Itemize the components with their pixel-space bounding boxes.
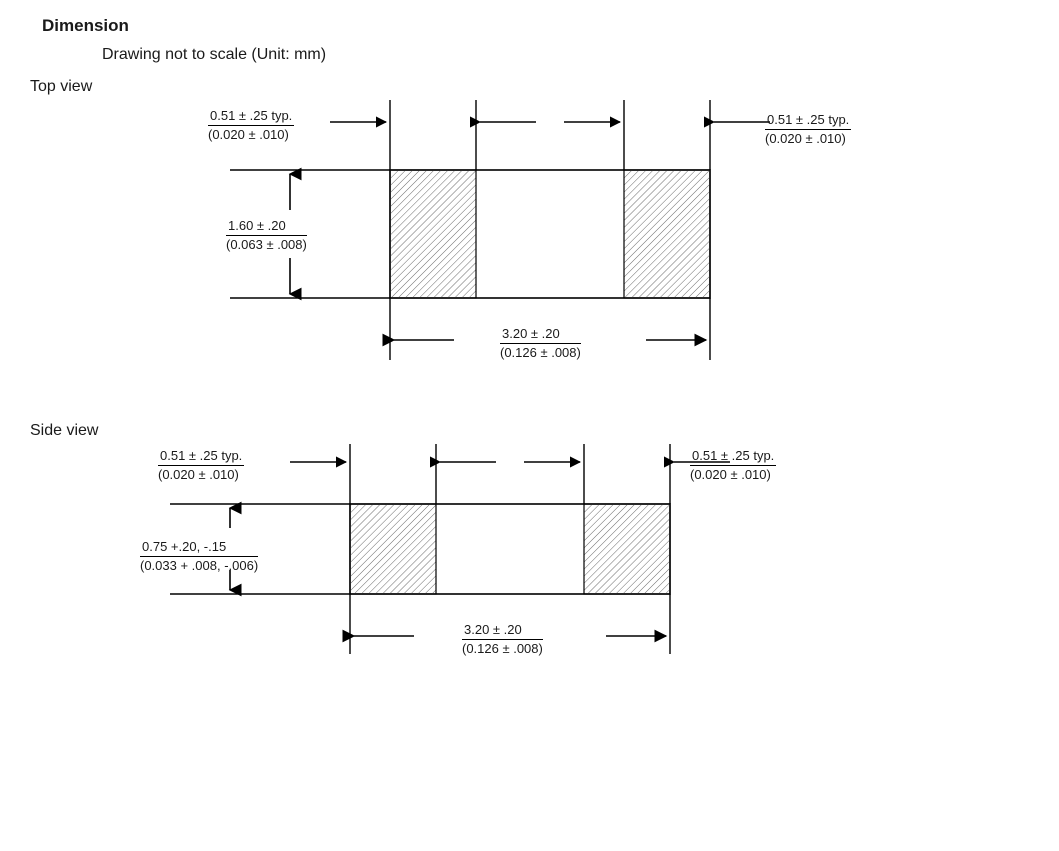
side-view-label: Side view [30,422,1029,440]
dim-top-length: 3.20 ± .20 (0.126 ± .008) [500,326,581,360]
top-component [390,170,710,298]
side-view: 0.51 ± .25 typ. (0.020 ± .010) 0.51 ± .2… [30,444,1029,684]
dim-top-pad-left: 0.51 ± .25 typ. (0.020 ± .010) [208,108,294,142]
page-title: Dimension [42,16,1029,36]
side-component [350,504,670,594]
dim-side-length: 3.20 ± .20 (0.126 ± .008) [462,622,543,656]
dim-top-pad-right: 0.51 ± .25 typ. (0.020 ± .010) [765,112,851,146]
top-view-label: Top view [30,78,1029,96]
dim-side-pad-right: 0.51 ± .25 typ. (0.020 ± .010) [690,448,776,482]
dim-top-height: 1.60 ± .20 (0.063 ± .008) [226,218,307,252]
dim-side-pad-left: 0.51 ± .25 typ. (0.020 ± .010) [158,448,244,482]
page-subtitle: Drawing not to scale (Unit: mm) [102,46,1029,64]
dim-side-height: 0.75 +.20, -.15 (0.033 + .008, -.006) [140,539,258,573]
top-view: 0.51 ± .25 typ. (0.020 ± .010) 0.51 ± .2… [30,100,1029,390]
